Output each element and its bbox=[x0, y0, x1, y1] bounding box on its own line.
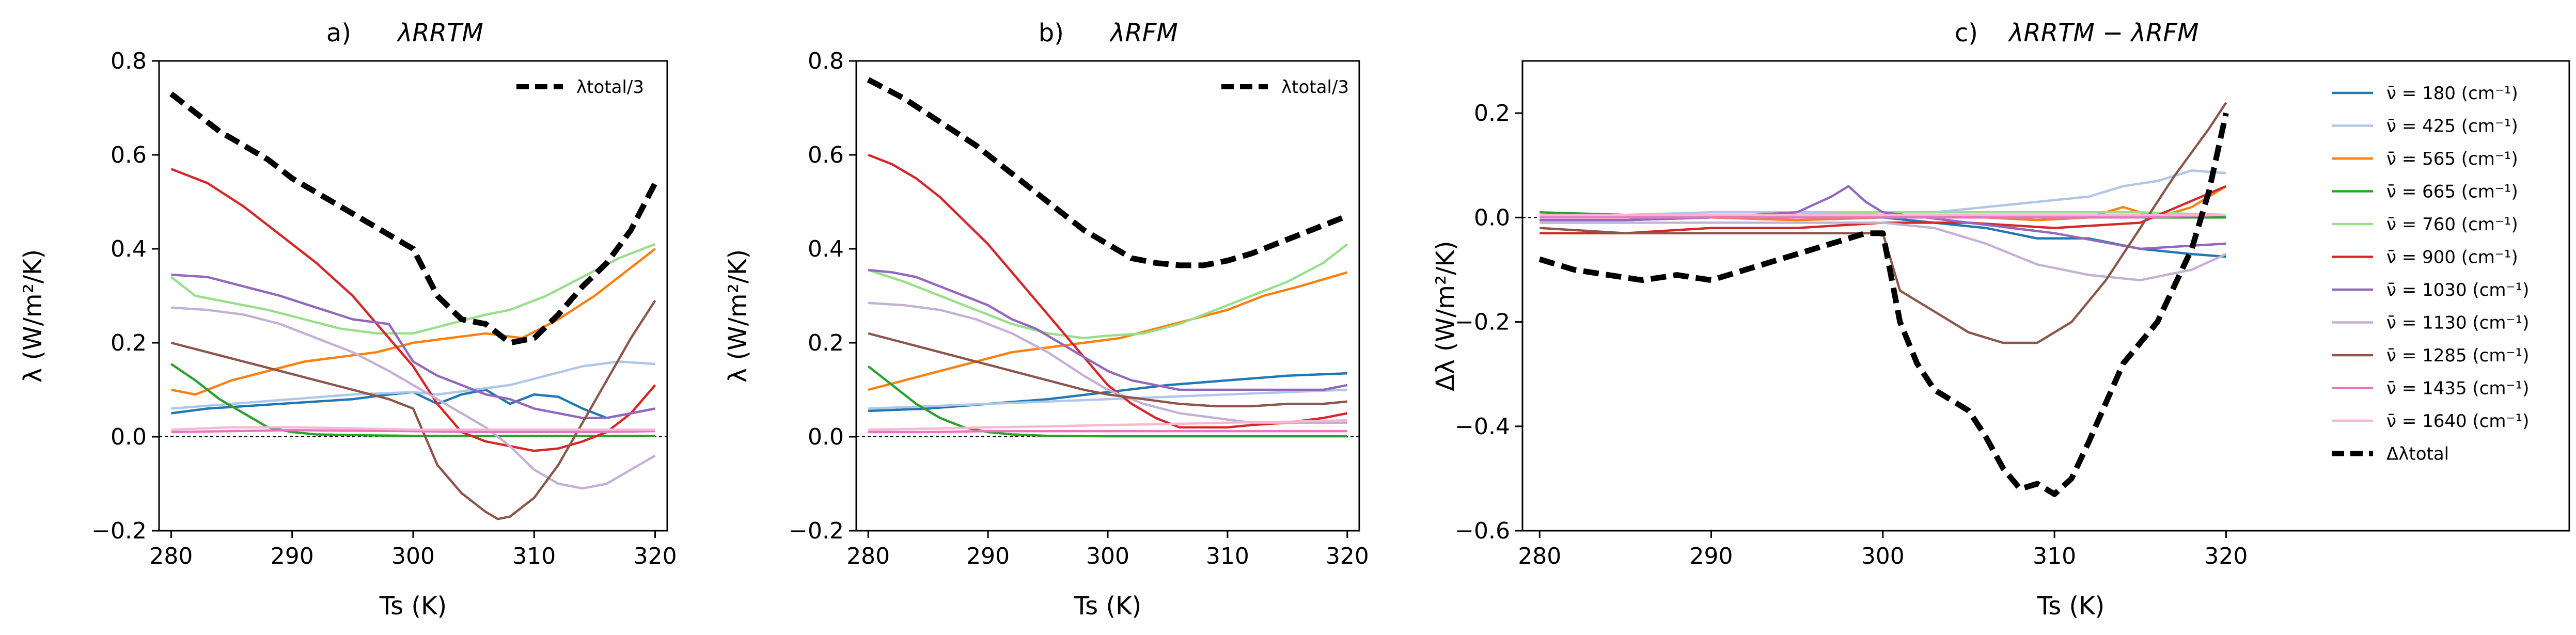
panel-a-ylabel: λ (W/m²/K) bbox=[19, 249, 48, 383]
series-line-nu900 bbox=[868, 153, 1348, 429]
panel-c-ylabel: Δλ (W/m²/K) bbox=[1431, 241, 1460, 391]
panel-c-title: c) λRRTM − λRFM bbox=[1955, 19, 2198, 47]
legend-label-total: Δλtotal bbox=[2386, 444, 2449, 465]
panel-b-title: b) λRFM bbox=[1039, 19, 1178, 47]
x-tick-label: 280 bbox=[149, 543, 193, 569]
series-line-nu425 bbox=[868, 388, 1347, 410]
series-line-nu1130 bbox=[1540, 221, 2227, 281]
plot-frame bbox=[1521, 60, 2570, 532]
x-tick-label: 300 bbox=[1861, 543, 1905, 569]
legend-label-nu1285: ν̄ = 1285 (cm⁻¹) bbox=[2386, 345, 2529, 366]
panel-b-ylabel: λ (W/m²/K) bbox=[724, 249, 752, 383]
legend-label-nu425: ν̄ = 425 (cm⁻¹) bbox=[2386, 116, 2518, 137]
legend-label-nu1130: ν̄ = 1130 (cm⁻¹) bbox=[2386, 313, 2529, 334]
x-tick-label: 280 bbox=[1518, 543, 1561, 569]
series-line-nu565 bbox=[868, 271, 1348, 391]
legend-label-total: λtotal/3 bbox=[1281, 77, 1349, 98]
y-tick-label: −0.2 bbox=[789, 518, 844, 544]
y-tick-label: 0.6 bbox=[111, 142, 147, 168]
panel-c-title-text: λRRTM − λRFM bbox=[2007, 19, 2198, 47]
series-line-nu565 bbox=[170, 248, 656, 396]
legend-label-nu665: ν̄ = 665 (cm⁻¹) bbox=[2386, 182, 2518, 202]
x-tick-label: 300 bbox=[1086, 543, 1129, 569]
series-line-nu1285 bbox=[170, 299, 656, 520]
x-tick-label: 280 bbox=[846, 543, 890, 569]
series-line-nu1285 bbox=[1540, 102, 2227, 344]
panel-c: c) λRRTM − λRFM 280 290 300 310 320 −0.6 −0.4 −… bbox=[1431, 19, 2570, 621]
y-tick-label: 0.8 bbox=[808, 48, 844, 74]
series-line-nu180 bbox=[868, 372, 1347, 412]
series-line-nu665 bbox=[170, 363, 655, 437]
series-line-nu180 bbox=[171, 388, 656, 419]
y-tick-label: −0.2 bbox=[1455, 309, 1510, 336]
series-line-nu425 bbox=[171, 360, 655, 410]
series-line-nu1030 bbox=[171, 273, 656, 419]
series-line-nu760 bbox=[868, 243, 1348, 340]
panel-a: a) λRRTM 280 290 300 310 320 −0.2 0.0 0.2 0.4 0.6… bbox=[19, 19, 677, 621]
x-tick-label: 290 bbox=[1690, 543, 1733, 569]
series-line-nu1285 bbox=[868, 332, 1348, 408]
y-tick-label: 0.2 bbox=[1474, 100, 1510, 126]
panel-a-label: a) bbox=[326, 19, 351, 47]
series-line-nu900 bbox=[170, 168, 656, 452]
x-tick-label: 320 bbox=[1326, 543, 1369, 569]
legend-label-nu1640: ν̄ = 1640 (cm⁻¹) bbox=[2386, 411, 2529, 432]
x-tick-label: 290 bbox=[966, 543, 1010, 569]
x-tick-label: 320 bbox=[634, 543, 677, 569]
series-line-nu760 bbox=[170, 243, 656, 335]
y-tick-label: 0.2 bbox=[111, 330, 147, 356]
y-tick-label: 0.6 bbox=[808, 142, 844, 168]
y-tick-label: 0.4 bbox=[808, 236, 844, 262]
y-tick-label: 0.4 bbox=[111, 236, 147, 262]
panel-b-label: b) bbox=[1039, 19, 1064, 47]
y-tick-label: −0.6 bbox=[1455, 518, 1510, 544]
legend-label-nu1030: ν̄ = 1030 (cm⁻¹) bbox=[2386, 280, 2529, 300]
panel-c-label: c) bbox=[1955, 19, 1978, 47]
legend-label-nu180: ν̄ = 180 (cm⁻¹) bbox=[2386, 83, 2518, 104]
y-tick-label: 0.0 bbox=[808, 424, 844, 450]
panel-a-title: a) λRRTM bbox=[326, 19, 483, 47]
panel-a-xlabel: Ts (K) bbox=[379, 592, 447, 621]
panel-b-title-text: λRFM bbox=[1109, 19, 1178, 47]
series-line-nu1435 bbox=[171, 429, 655, 434]
y-tick-label: 0.8 bbox=[111, 48, 147, 74]
legend-label-nu565: ν̄ = 565 (cm⁻¹) bbox=[2386, 149, 2518, 169]
x-tick-label: 310 bbox=[512, 543, 556, 569]
x-tick-label: 320 bbox=[2204, 543, 2248, 569]
series-line-nu1130 bbox=[171, 306, 656, 490]
series-line-total bbox=[1538, 112, 2229, 497]
x-tick-label: 290 bbox=[271, 543, 314, 569]
legend-label-total: λtotal/3 bbox=[576, 77, 644, 98]
x-tick-label: 300 bbox=[391, 543, 435, 569]
series-line-total bbox=[169, 91, 658, 346]
x-tick-label: 310 bbox=[2033, 543, 2076, 569]
y-tick-label: −0.2 bbox=[91, 518, 147, 544]
panel-a-title-text: λRRTM bbox=[396, 19, 483, 47]
y-tick-label: −0.4 bbox=[1455, 414, 1510, 440]
series-line-nu1030 bbox=[868, 268, 1348, 391]
legend-label-nu760: ν̄ = 760 (cm⁻¹) bbox=[2386, 214, 2518, 235]
series-line-total bbox=[867, 77, 1348, 268]
panel-b-xlabel: Ts (K) bbox=[1074, 592, 1142, 621]
legend-label-nu1435: ν̄ = 1435 (cm⁻¹) bbox=[2386, 378, 2529, 399]
series-line-nu1435 bbox=[1540, 214, 2226, 219]
series-line-nu1435 bbox=[868, 430, 1347, 434]
series-line-nu1640 bbox=[868, 419, 1347, 431]
panel-c-xlabel: Ts (K) bbox=[2037, 592, 2105, 621]
y-tick-label: 0.0 bbox=[1474, 204, 1510, 231]
legend-label-nu900: ν̄ = 900 (cm⁻¹) bbox=[2386, 247, 2518, 268]
y-tick-label: 0.0 bbox=[111, 424, 147, 450]
series-line-nu1640 bbox=[171, 426, 655, 431]
x-tick-label: 310 bbox=[1206, 543, 1249, 569]
panel-b: b) λRFM 280 290 300 310 320 −0.2 0.0 0.2 0.4 0.6 0… bbox=[724, 19, 1369, 621]
series-line-nu425 bbox=[1540, 169, 2226, 216]
y-tick-label: 0.2 bbox=[808, 330, 844, 356]
